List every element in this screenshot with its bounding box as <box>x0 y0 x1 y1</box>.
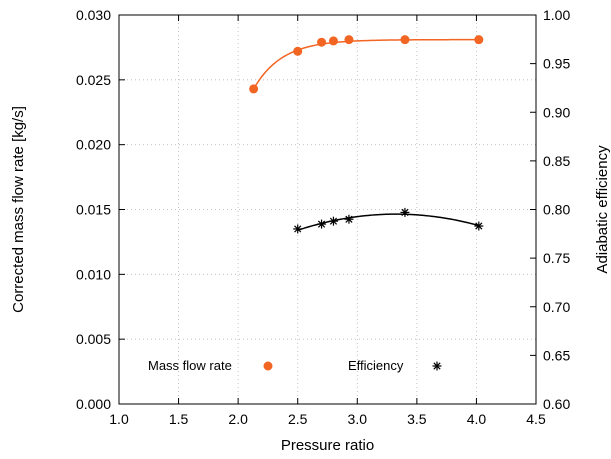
legend-label-mass-flow-rate: Mass flow rate <box>148 358 232 373</box>
x-tick-label: 4.5 <box>526 411 546 427</box>
axis-ticks: 1.0 1.5 2.0 2.5 3.0 3.5 4.0 4.5 0.000 0.005 0.010 0… <box>76 7 571 427</box>
asterisk-stroke <box>433 362 441 370</box>
efficiency-point <box>474 221 484 231</box>
efficiency-point <box>400 207 410 217</box>
y2-tick-label: 0.85 <box>543 153 570 169</box>
fit-curve-0 <box>252 38 479 90</box>
mass-flow-point <box>328 36 338 46</box>
x-tick-label: 4.0 <box>467 411 487 427</box>
y2-tick-label: 0.90 <box>543 104 570 120</box>
mass-flow-point <box>317 37 327 47</box>
x-axis-title: Pressure ratio <box>281 437 374 454</box>
legend-label-efficiency: Efficiency <box>348 358 404 373</box>
fit-curve-1 <box>297 213 480 231</box>
mass-flow-point <box>474 35 484 45</box>
y2-tick-label: 0.60 <box>543 396 570 412</box>
x-tick-label: 3.0 <box>348 411 368 427</box>
efficiency-point <box>293 224 303 234</box>
legend-marker-efficiency <box>432 361 442 371</box>
x-tick-label: 2.5 <box>288 411 308 427</box>
legend-asterisk <box>432 361 442 371</box>
y-tick-label: 0.015 <box>76 202 111 218</box>
mass-flow-point <box>249 84 259 94</box>
mass-flow-point <box>293 46 303 56</box>
asterisk-stroke <box>329 217 338 225</box>
y2-tick-label: 0.80 <box>543 202 570 218</box>
x-tick-label: 1.0 <box>109 411 129 427</box>
asterisk-stroke <box>294 225 302 233</box>
x-tick-label: 3.5 <box>407 411 427 427</box>
efficiency-point <box>344 214 354 224</box>
grid <box>119 15 536 404</box>
y2-tick-label: 0.65 <box>543 347 570 363</box>
asterisk-stroke <box>345 215 353 223</box>
mass-flow-point <box>344 35 354 45</box>
y2-axis-title: Adiabatic efficiency <box>594 145 611 274</box>
y-axis-title: Corrected mass flow rate [kg/s] <box>10 106 27 313</box>
asterisk-stroke <box>401 208 409 217</box>
asterisk-stroke <box>475 222 483 230</box>
y-tick-label: 0.025 <box>76 72 111 88</box>
efficiency-point <box>328 216 338 226</box>
asterisk-stroke <box>317 220 326 228</box>
mass-flow-point <box>400 35 410 45</box>
y-tick-label: 0.010 <box>76 266 111 282</box>
y2-tick-label: 0.75 <box>543 250 570 266</box>
x-tick-label: 1.5 <box>169 411 189 427</box>
y-tick-label: 0.030 <box>76 7 111 23</box>
fit-curves <box>252 38 480 231</box>
y2-tick-label: 0.70 <box>543 299 570 315</box>
efficiency-point <box>317 219 327 229</box>
y2-tick-label: 1.00 <box>543 7 570 23</box>
legend-marker-mass-flow-rate <box>263 361 273 371</box>
y-tick-label: 0.005 <box>76 331 111 347</box>
y2-tick-label: 0.95 <box>543 56 570 72</box>
legend: Mass flow rate Efficiency <box>148 358 442 373</box>
y-tick-label: 0.020 <box>76 137 111 153</box>
x-tick-label: 2.0 <box>228 411 248 427</box>
y-tick-label: 0.000 <box>76 396 111 412</box>
data-markers <box>249 35 484 234</box>
